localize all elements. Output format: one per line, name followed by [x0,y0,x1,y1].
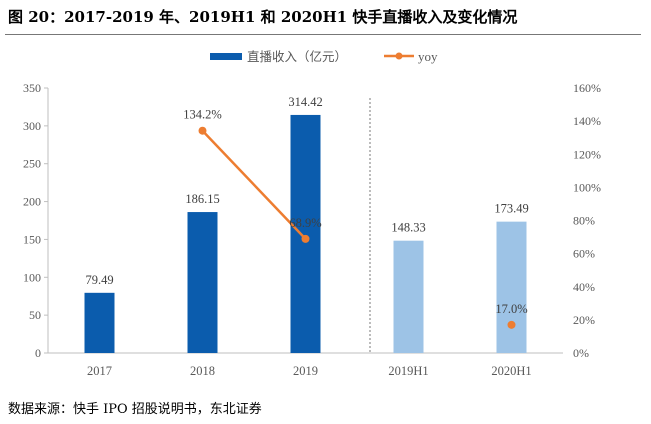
right-tick-label: 0% [573,346,589,360]
x-tick-label: 2017 [87,364,112,378]
bar-label: 79.49 [85,273,113,287]
legend-line-label: yoy [418,49,438,64]
right-tick-label: 120% [573,147,601,161]
legend-bar-label: 直播收入（亿元） [247,49,347,64]
yoy-point-2020H1 [507,320,516,329]
figure-title: 图 20：2017-2019 年、2019H1 和 2020H1 快手直播收入及… [8,8,518,26]
bar-2019H1 [393,240,424,353]
right-tick-label: 60% [573,247,595,261]
bar-2018 [187,212,218,353]
left-tick-label: 200 [23,195,41,209]
bar-label: 173.49 [494,202,528,216]
yoy-label: 68.9% [289,216,321,230]
yoy-label: 134.2% [183,108,222,122]
bar-label: 186.15 [185,192,219,206]
bar-2019 [290,114,321,353]
right-tick-label: 100% [573,180,601,194]
yoy-label: 17.0% [495,302,527,316]
left-tick-label: 300 [23,119,41,133]
source-note: 数据来源：快手 IPO 招股说明书，东北证券 [8,402,262,417]
bar-2017 [84,292,115,353]
x-tick-label: 2019 [293,364,318,378]
legend-line-marker [395,52,403,60]
title-divider [5,34,641,35]
right-tick-label: 160% [573,81,601,95]
right-tick-label: 20% [573,313,595,327]
left-tick-label: 0 [35,346,41,360]
yoy-line [201,129,307,240]
x-tick-label: 2018 [190,364,215,378]
left-tick-label: 150 [23,232,41,246]
left-tick-label: 100 [23,270,41,284]
legend-bar-swatch [210,53,242,60]
x-tick-label: 2019H1 [388,364,428,378]
x-tick-label: 2020H1 [491,364,531,378]
bar-label: 148.33 [391,221,425,235]
yoy-point-2019 [301,234,310,243]
left-tick-label: 350 [23,81,41,95]
bar-2020H1 [496,221,527,353]
right-tick-label: 80% [573,214,595,228]
yoy-point-2018 [198,126,207,135]
left-tick-label: 50 [29,308,41,322]
bar-label: 314.42 [288,95,322,109]
right-tick-label: 140% [573,114,601,128]
right-tick-label: 40% [573,280,595,294]
left-tick-label: 250 [23,157,41,171]
